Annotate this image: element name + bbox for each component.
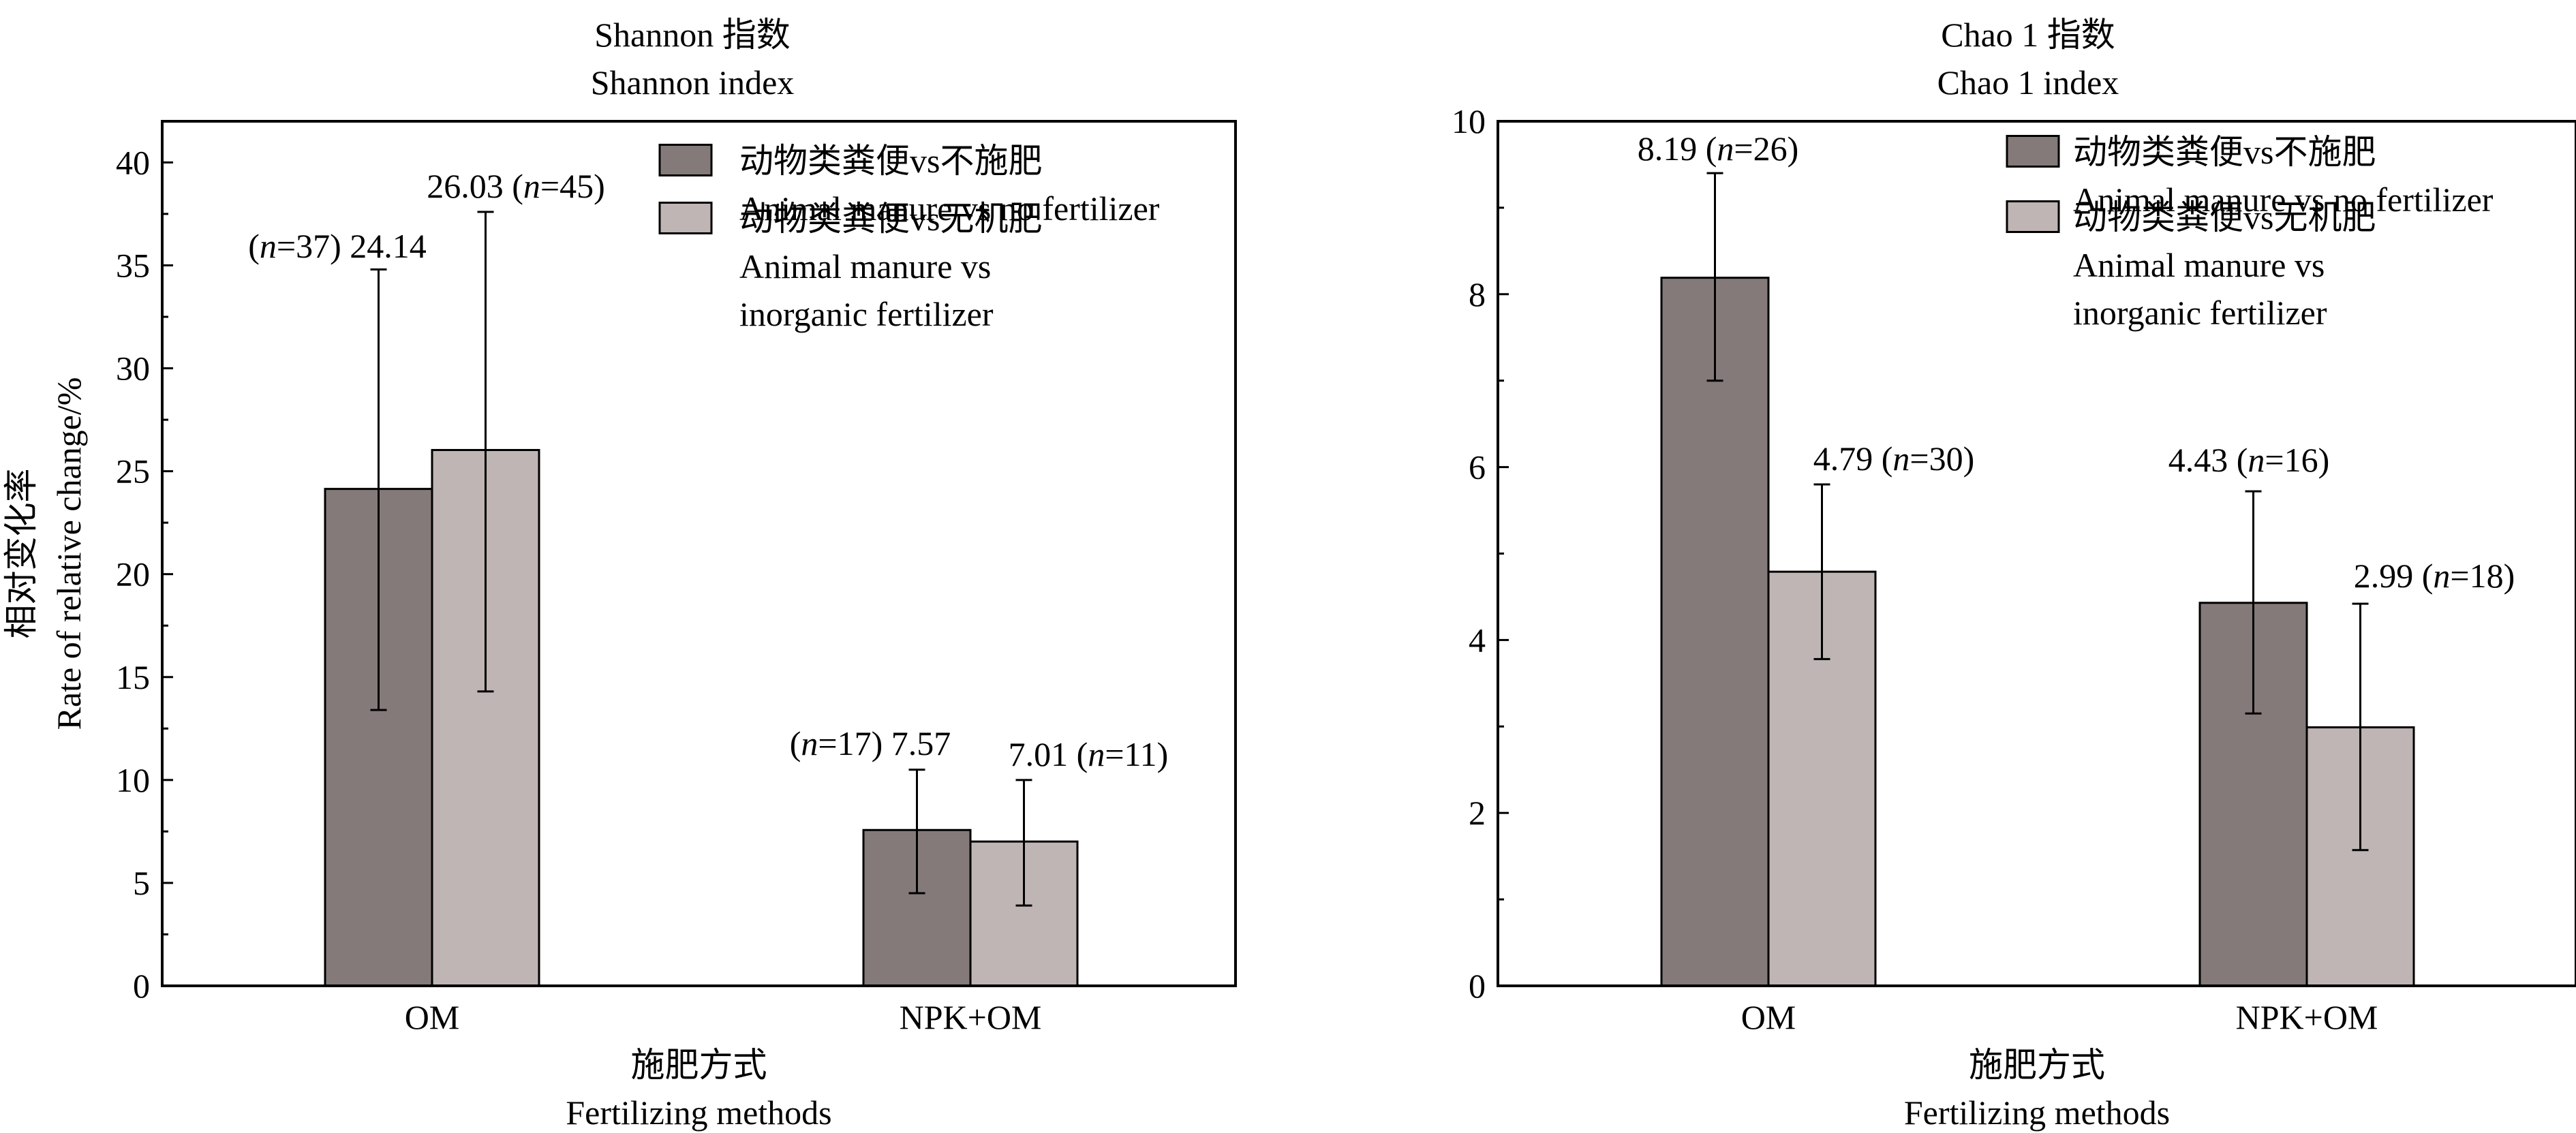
data-label: (n=37) 24.14 (248, 227, 427, 265)
data-label: 4.79 (n=30) (1813, 439, 1975, 478)
x-axis-title-en: Fertilizing methods (1904, 1093, 2170, 1132)
error-bar (2245, 490, 2262, 715)
legend-label-en: Animal manure vs (2073, 246, 2325, 284)
error-bar (1706, 172, 1723, 382)
y-tick-label: 10 (1452, 102, 1486, 140)
legend-label: 动物类粪便vs无机肥 (739, 200, 1042, 238)
y-tick-label: 6 (1469, 448, 1486, 486)
chart-title: Chao 1 指数 (1941, 16, 2115, 54)
legend: 动物类粪便vs不施肥 Animal manure vs no fertilizer… (658, 142, 1160, 333)
bar-vs-no-fertilizer-om (1660, 277, 1770, 987)
chao1-panel: Chao 1 指数 Chao 1 index 0 2 4 6 8 10 OM NPK+OM 施肥方式… (1452, 16, 2576, 1132)
chart-subtitle: Shannon index (591, 63, 795, 102)
data-label: 26.03 (n=45) (427, 167, 605, 205)
y-tick-label: 40 (116, 143, 150, 181)
y-tick-label: 0 (1469, 967, 1486, 1005)
shannon-panel: Shannon 指数 Shannon index 0 5 10 15 20 25 30 35 40 O… (2, 16, 1237, 1132)
legend-swatch-vs-inorganic (2006, 200, 2060, 233)
legend-label-en: Animal manure vs no fertilizer (739, 189, 1160, 228)
data-label: (n=17) 7.57 (790, 724, 951, 762)
legend: 动物类粪便vs不施肥 Animal manure vs no fertilizer… (2006, 133, 2494, 332)
data-label: 8.19 (n=26) (1638, 129, 1799, 168)
y-tick-label: 30 (116, 350, 150, 388)
error-bar (1015, 779, 1032, 907)
y-tick-label: 20 (116, 555, 150, 593)
legend-swatch-vs-no-fertilizer (658, 144, 713, 176)
x-category-label: OM (1741, 998, 1796, 1036)
plot-frame (161, 120, 1237, 987)
y-tick-label: 0 (133, 967, 150, 1005)
legend-swatch-vs-no-fertilizer (2006, 135, 2060, 168)
legend-label-en: Animal manure vs (739, 247, 991, 285)
x-category-label: NPK+OM (2236, 998, 2378, 1036)
y-tick-label: 8 (1469, 275, 1486, 313)
y-tick-label: 5 (133, 864, 150, 902)
data-label: 2.99 (n=18) (2354, 557, 2515, 595)
legend-swatch-vs-inorganic (658, 202, 713, 234)
x-axis-title: 施肥方式 (631, 1046, 767, 1084)
x-category-label: OM (405, 998, 460, 1036)
data-label: 4.43 (n=16) (2168, 441, 2330, 479)
legend-label: 动物类粪便vs无机肥 (2073, 198, 2376, 236)
x-category-label: NPK+OM (900, 998, 1042, 1036)
error-bar (908, 769, 925, 895)
legend-label-en: inorganic fertilizer (2073, 294, 2327, 332)
y-axis-title-en: Rate of relative change/% (50, 377, 88, 730)
y-tick-label: 35 (116, 247, 150, 285)
data-label: 7.01 (n=11) (1009, 735, 1169, 773)
legend-label-en: inorganic fertilizer (739, 295, 994, 333)
chart-title: Shannon 指数 (594, 16, 791, 54)
legend-label: 动物类粪便vs不施肥 (2073, 133, 2376, 171)
error-bar (477, 211, 494, 693)
x-axis-title-en: Fertilizing methods (566, 1093, 831, 1132)
chart-subtitle: Chao 1 index (1937, 63, 2119, 102)
y-axis-title: 相对变化率 (2, 469, 40, 639)
y-tick-label: 15 (116, 658, 150, 696)
y-tick-label: 4 (1469, 621, 1486, 659)
legend-label: 动物类粪便vs不施肥 (739, 142, 1042, 180)
error-bar (370, 268, 387, 711)
error-bar (2352, 602, 2369, 852)
y-tick-label: 10 (116, 761, 150, 799)
x-axis-title: 施肥方式 (1969, 1046, 2105, 1084)
y-tick-label: 2 (1469, 794, 1486, 832)
legend-label-en: Animal manure vs no fertilizer (2073, 181, 2494, 219)
y-tick-label: 25 (116, 452, 150, 491)
error-bar (1813, 483, 1830, 660)
